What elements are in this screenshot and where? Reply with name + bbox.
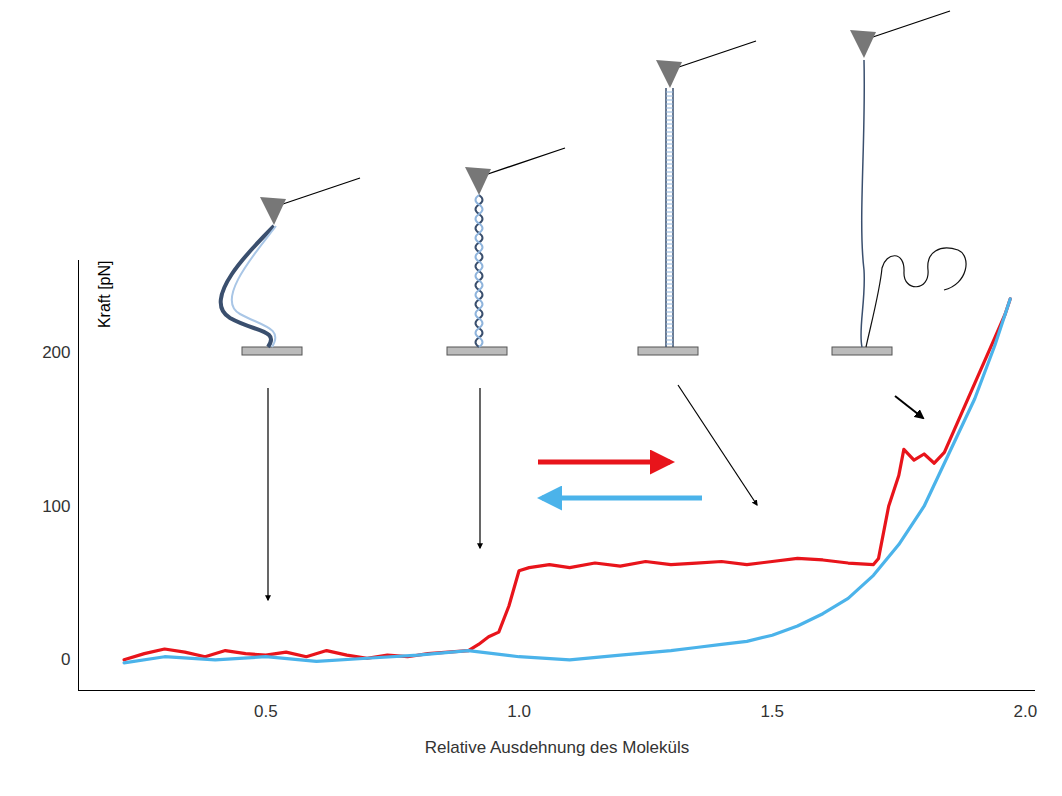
- svg-text:1.0: 1.0: [507, 702, 531, 721]
- svg-text:Relative Ausdehnung des Molekü: Relative Ausdehnung des Moleküls: [425, 738, 690, 757]
- svg-text:0: 0: [61, 650, 70, 669]
- svg-text:1.5: 1.5: [760, 702, 784, 721]
- svg-text:200: 200: [42, 343, 70, 362]
- svg-text:2.0: 2.0: [1014, 702, 1038, 721]
- svg-text:0.5: 0.5: [254, 702, 278, 721]
- svg-text:100: 100: [42, 497, 70, 516]
- svg-text:Kraft [pN]: Kraft [pN]: [96, 261, 113, 329]
